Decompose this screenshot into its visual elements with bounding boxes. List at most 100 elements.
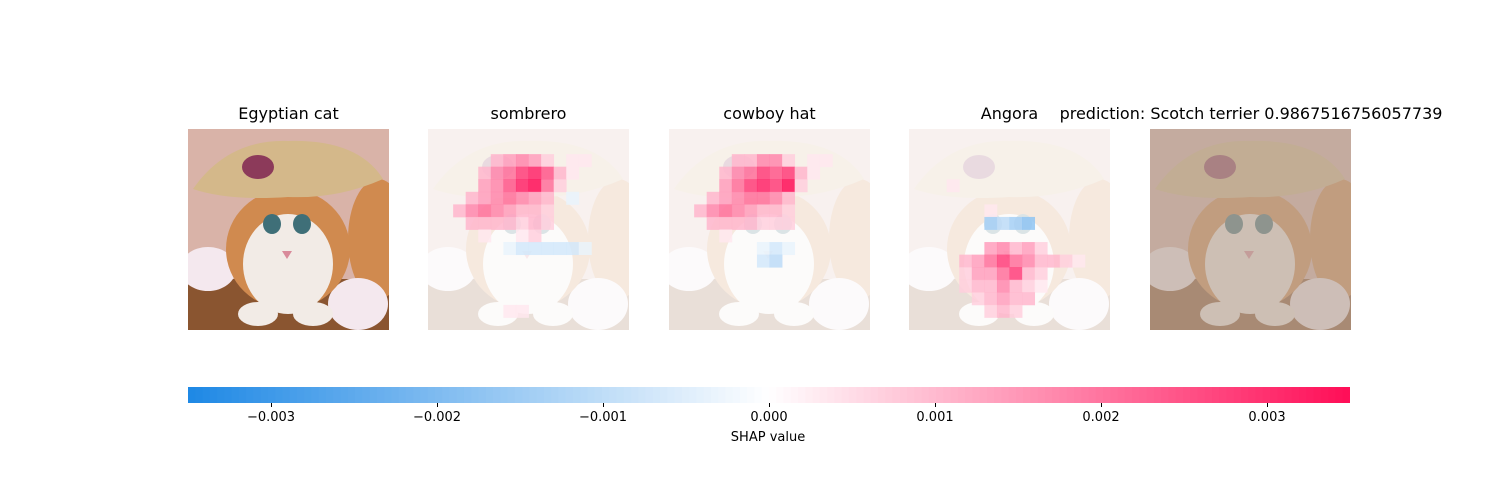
straw-hat bbox=[193, 140, 383, 198]
shap-cell bbox=[515, 191, 529, 205]
shap-cell bbox=[719, 216, 733, 230]
kitten-paw-right bbox=[293, 302, 333, 326]
shap-cell bbox=[731, 166, 745, 180]
colorbar-segment bbox=[507, 387, 516, 403]
shap-cell bbox=[756, 216, 770, 230]
colorbar-segment bbox=[311, 387, 320, 403]
colorbar-segment bbox=[638, 387, 647, 403]
shap-cell bbox=[478, 204, 492, 218]
shap-cell bbox=[782, 191, 796, 205]
shap-cell bbox=[1047, 254, 1061, 268]
colorbar-segment bbox=[1059, 387, 1068, 403]
colorbar-segment bbox=[870, 387, 879, 403]
colorbar-tick bbox=[1101, 403, 1102, 407]
colorbar-segment bbox=[1313, 387, 1322, 403]
colorbar-segment bbox=[645, 387, 654, 403]
shap-cell bbox=[490, 204, 504, 218]
colorbar-segment bbox=[827, 387, 835, 403]
colorbar-segment bbox=[405, 387, 414, 403]
shap-cell bbox=[541, 216, 555, 230]
shap-cell bbox=[503, 154, 517, 168]
colorbar-segment bbox=[943, 387, 952, 403]
colorbar-segment bbox=[1168, 387, 1177, 403]
shap-cell bbox=[984, 292, 998, 306]
shap-cell bbox=[731, 204, 745, 218]
colorbar-segment bbox=[906, 387, 915, 403]
shap-cell bbox=[490, 191, 504, 205]
prediction-tint-overlay bbox=[1150, 129, 1351, 330]
colorbar-segment bbox=[1291, 387, 1300, 403]
colorbar-segment bbox=[1226, 387, 1235, 403]
colorbar-tick bbox=[935, 403, 936, 407]
shap-cell bbox=[782, 154, 796, 168]
colorbar-segment bbox=[522, 387, 530, 403]
colorbar-segment bbox=[427, 387, 436, 403]
shap-cell bbox=[503, 179, 517, 193]
shap-cell bbox=[744, 166, 758, 180]
colorbar-segment bbox=[1320, 387, 1329, 403]
shap-cell bbox=[1009, 242, 1023, 256]
colorbar-segment bbox=[434, 387, 443, 403]
colorbar-segment bbox=[260, 387, 269, 403]
colorbar-segment bbox=[1088, 387, 1097, 403]
colorbar-segment bbox=[1306, 387, 1315, 403]
kitten-eye-right bbox=[293, 214, 311, 234]
shap-cell bbox=[478, 191, 492, 205]
colorbar-segment bbox=[209, 387, 218, 403]
shap-cell bbox=[541, 204, 555, 218]
colorbar-segment bbox=[725, 387, 734, 403]
colorbar-tick bbox=[603, 403, 604, 407]
colorbar-segment bbox=[681, 387, 690, 403]
colorbar-segment bbox=[972, 387, 981, 403]
colorbar-segment bbox=[805, 387, 814, 403]
colorbar-segment bbox=[514, 387, 523, 403]
shap-cell bbox=[769, 166, 783, 180]
colorbar-segment bbox=[928, 387, 937, 403]
colorbar-segment bbox=[754, 387, 763, 403]
shap-cell bbox=[515, 229, 529, 243]
straw-hat bbox=[914, 140, 1104, 198]
colorbar-segment bbox=[478, 387, 487, 403]
shap-cell bbox=[971, 279, 985, 293]
colorbar-segment bbox=[631, 387, 639, 403]
shap-cell bbox=[515, 166, 529, 180]
original-image-title: Egyptian cat bbox=[238, 104, 339, 123]
colorbar-segment bbox=[529, 387, 538, 403]
shap-cell bbox=[490, 179, 504, 193]
colorbar-segment bbox=[267, 387, 276, 403]
kitten-image bbox=[188, 129, 389, 330]
shap-cell bbox=[782, 166, 796, 180]
colorbar-segment bbox=[1219, 387, 1228, 403]
shap-cell bbox=[578, 154, 592, 168]
original-image bbox=[188, 129, 389, 330]
shap-cell bbox=[515, 242, 529, 256]
shap-cell bbox=[706, 191, 720, 205]
prediction-title: prediction: Scotch terrier 0.98675167560… bbox=[1059, 104, 1443, 123]
shap-cell bbox=[756, 204, 770, 218]
colorbar-segment bbox=[667, 387, 676, 403]
colorbar-segment bbox=[812, 387, 821, 403]
shap-cell bbox=[731, 216, 745, 230]
shap-cell bbox=[769, 204, 783, 218]
shap-cell bbox=[744, 191, 758, 205]
colorbar-segment bbox=[769, 387, 777, 403]
colorbar-segment bbox=[391, 387, 400, 403]
colorbar-segment bbox=[761, 387, 770, 403]
colorbar-segment bbox=[1052, 387, 1060, 403]
colorbar-segment bbox=[398, 387, 407, 403]
colorbar-segment bbox=[238, 387, 247, 403]
shap-cell bbox=[959, 254, 973, 268]
flower-left bbox=[428, 247, 476, 291]
shap-cell bbox=[528, 204, 542, 218]
shap-cell bbox=[503, 216, 517, 230]
colorbar-segment bbox=[601, 387, 610, 403]
colorbar-segment bbox=[1037, 387, 1046, 403]
shap-cell bbox=[566, 242, 580, 256]
colorbar-segment bbox=[1175, 387, 1184, 403]
colorbar-segment bbox=[594, 387, 603, 403]
shap-cell bbox=[794, 179, 808, 193]
colorbar-segment bbox=[1023, 387, 1031, 403]
shap-cell bbox=[984, 254, 998, 268]
colorbar-segment bbox=[1117, 387, 1126, 403]
colorbar-segment bbox=[863, 387, 872, 403]
